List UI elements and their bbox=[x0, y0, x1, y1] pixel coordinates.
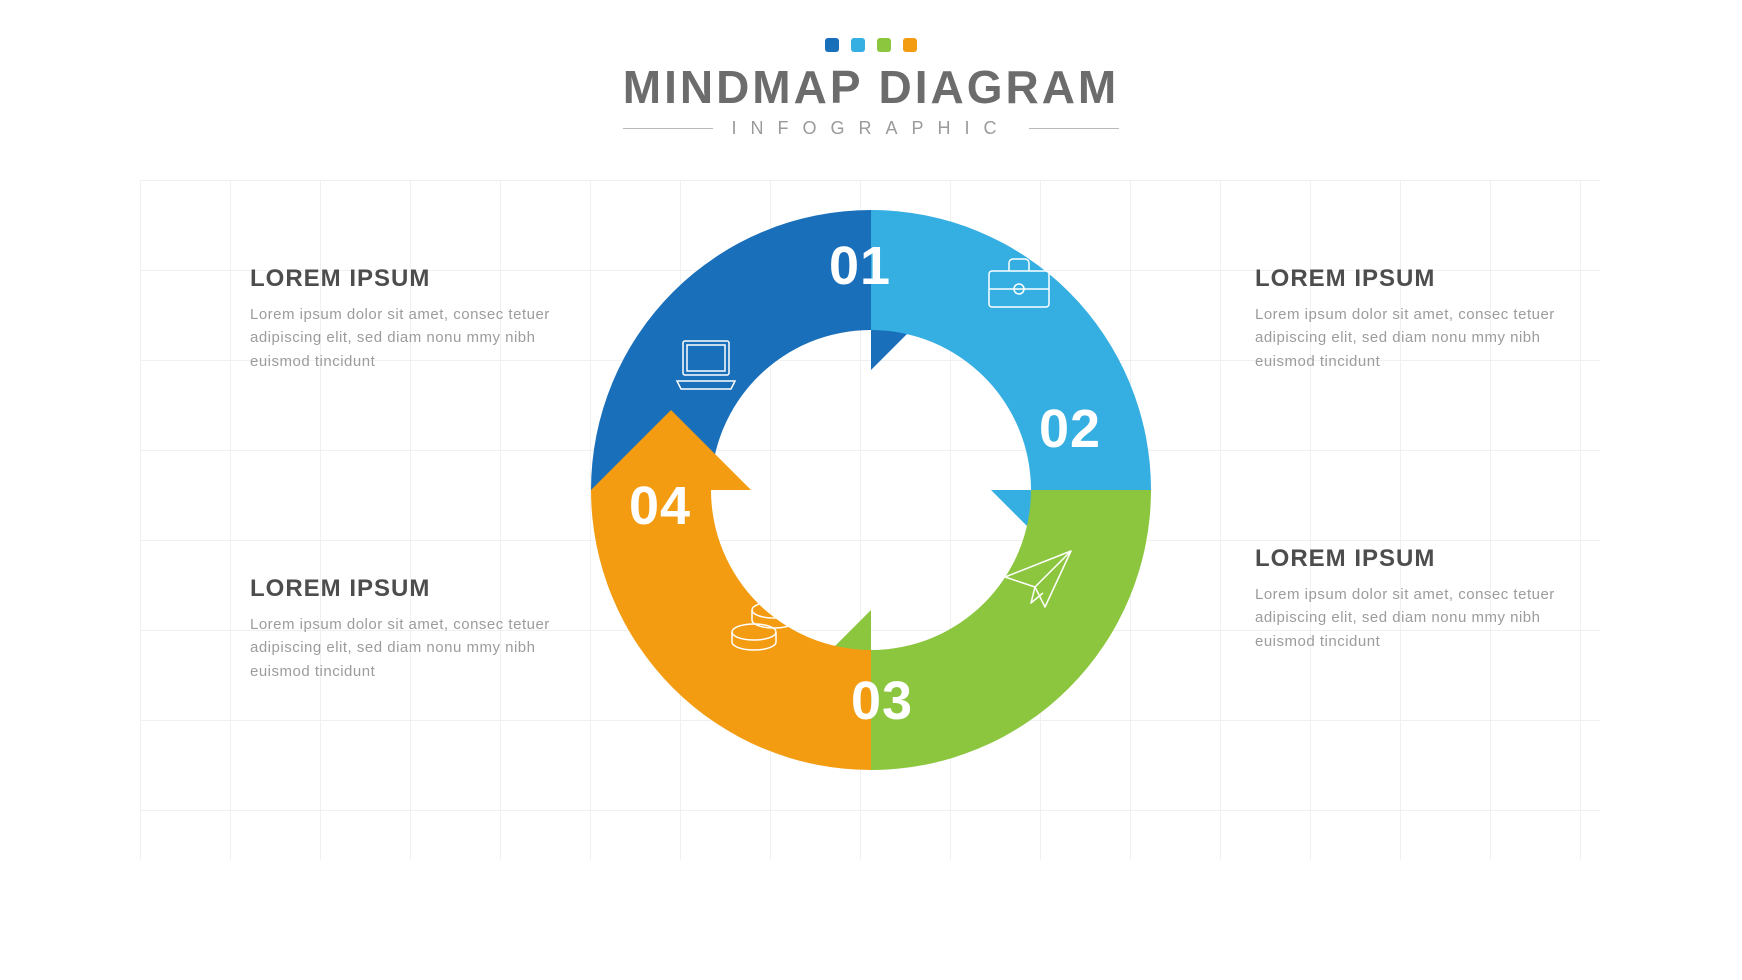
block-title: LOREM IPSUM bbox=[250, 265, 570, 293]
page-subtitle: INFOGRAPHIC bbox=[731, 118, 1010, 139]
dot-1 bbox=[825, 38, 839, 52]
text-block-bottom-right: LOREM IPSUM Lorem ipsum dolor sit amet, … bbox=[1255, 545, 1575, 653]
dot-3 bbox=[877, 38, 891, 52]
block-body: Lorem ipsum dolor sit amet, consec tetue… bbox=[250, 613, 570, 683]
rule-left bbox=[623, 128, 713, 129]
rule-right bbox=[1029, 128, 1119, 129]
page-title: MINDMAP DIAGRAM bbox=[0, 60, 1742, 114]
block-title: LOREM IPSUM bbox=[1255, 545, 1575, 573]
block-title: LOREM IPSUM bbox=[250, 575, 570, 603]
cycle-diagram: 01 02 03 04 bbox=[561, 180, 1181, 800]
dot-4 bbox=[903, 38, 917, 52]
segment-number-04: 04 bbox=[629, 475, 691, 537]
text-block-top-left: LOREM IPSUM Lorem ipsum dolor sit amet, … bbox=[250, 265, 570, 373]
block-body: Lorem ipsum dolor sit amet, consec tetue… bbox=[250, 303, 570, 373]
dot-2 bbox=[851, 38, 865, 52]
segment-number-03: 03 bbox=[851, 670, 913, 732]
segment-number-02: 02 bbox=[1039, 398, 1101, 460]
header: MINDMAP DIAGRAM INFOGRAPHIC bbox=[0, 38, 1742, 139]
block-title: LOREM IPSUM bbox=[1255, 265, 1575, 293]
accent-dots bbox=[0, 38, 1742, 52]
block-body: Lorem ipsum dolor sit amet, consec tetue… bbox=[1255, 583, 1575, 653]
block-body: Lorem ipsum dolor sit amet, consec tetue… bbox=[1255, 303, 1575, 373]
segment-number-01: 01 bbox=[829, 235, 891, 297]
subtitle-row: INFOGRAPHIC bbox=[0, 118, 1742, 139]
text-block-top-right: LOREM IPSUM Lorem ipsum dolor sit amet, … bbox=[1255, 265, 1575, 373]
text-block-bottom-left: LOREM IPSUM Lorem ipsum dolor sit amet, … bbox=[250, 575, 570, 683]
